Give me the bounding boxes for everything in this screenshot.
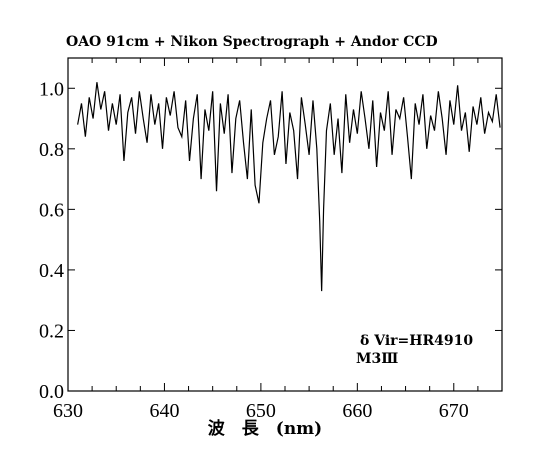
x-tick-label: 660 — [342, 400, 372, 422]
chart-title: OAO 91cm + Nikon Spectrograph + Andor CC… — [66, 34, 438, 50]
x-tick-label: 630 — [53, 400, 83, 422]
x-tick-label: 670 — [439, 400, 469, 422]
y-tick-label: 0.4 — [39, 260, 64, 282]
y-tick-label: 0.0 — [39, 381, 64, 403]
x-axis: 630 640 650 660 670 — [53, 58, 503, 422]
annotation-spectral-type: M3Ⅲ — [356, 351, 398, 367]
series-line-spectrum — [77, 82, 501, 292]
y-tick-label: 0.6 — [39, 199, 64, 221]
y-tick-label: 0.2 — [39, 320, 64, 342]
y-tick-label: 1.0 — [39, 78, 64, 100]
x-axis-label: 波 長 (nm) — [208, 418, 322, 439]
x-tick-label: 640 — [149, 400, 179, 422]
y-tick-label: 0.8 — [39, 139, 64, 161]
x-tick-label: 650 — [246, 400, 276, 422]
y-axis: 0.0 0.2 0.4 0.6 0.8 1.0 — [39, 78, 502, 403]
annotation-star-name: δ Vir=HR4910 — [360, 333, 473, 349]
